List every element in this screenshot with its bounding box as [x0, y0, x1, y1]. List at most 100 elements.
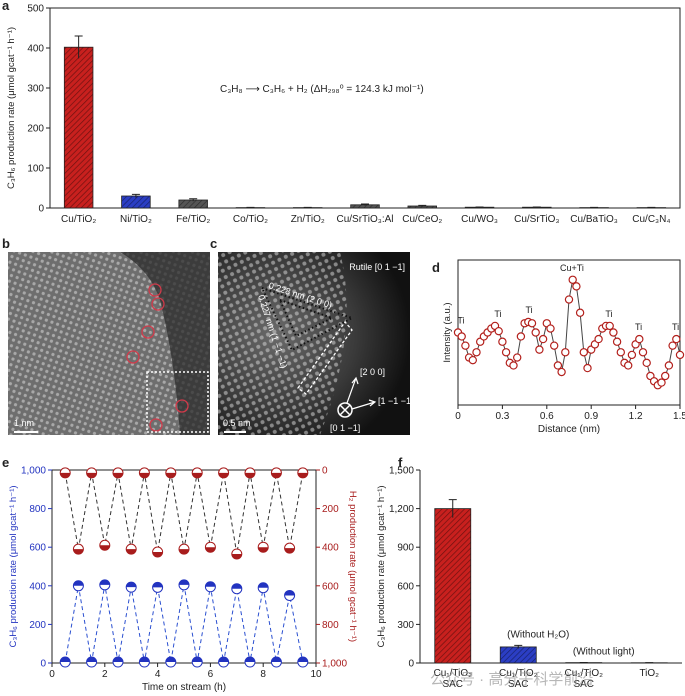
- marker: [152, 581, 164, 593]
- x-tick-label: Cu/CeO₂: [402, 214, 442, 225]
- x-tick-label: 4: [155, 669, 161, 680]
- marker-fill: [152, 582, 163, 588]
- marker: [553, 361, 563, 370]
- series-line: [64, 584, 304, 663]
- x-tick-label: Cu₁/TiO₂ SAC: [499, 668, 538, 690]
- marker-fill: [205, 581, 216, 587]
- y-tick-label: 100: [27, 164, 44, 175]
- marker: [178, 543, 190, 555]
- x-tick-label: 0: [455, 411, 461, 422]
- marker-fill: [218, 657, 229, 663]
- bar: [121, 195, 151, 209]
- chart-panel: a 0 100 200 300 400 500 C₃H₆ production rate (μ…: [2, 0, 681, 225]
- y-tick-label: 1,200: [389, 504, 414, 515]
- marker-fill: [113, 657, 123, 663]
- y-tick-label: 300: [397, 620, 414, 631]
- x-tick-label: 10: [310, 669, 322, 680]
- x-tick-label: Ni/TiO₂: [120, 214, 152, 225]
- marker: [575, 308, 585, 317]
- marker: [516, 332, 526, 341]
- marker: [178, 579, 190, 591]
- y-tick-label: 1,000: [21, 466, 46, 477]
- plot-frame: [49, 7, 681, 209]
- marker: [550, 341, 559, 350]
- zone-axis: Rutile [0 1 −1]: [349, 262, 405, 272]
- x-tick-label: Cu₁/TiO₂ SAC: [433, 668, 472, 690]
- marker: [297, 656, 309, 668]
- marker-fill: [126, 549, 137, 555]
- marker: [535, 345, 544, 354]
- marker: [657, 378, 666, 387]
- x-tick-label-line: Cu₁/TiO₂: [564, 668, 603, 679]
- x-tick-label: Cu/SrTiO₃: [514, 214, 559, 225]
- marker-fill: [245, 472, 255, 478]
- marker-fill: [99, 545, 110, 551]
- x-tick-label-line: TiO₂: [639, 668, 659, 679]
- x-tick-label: 0.3: [495, 411, 509, 422]
- marker-fill: [113, 472, 123, 478]
- x-tick-label-line: SAC: [508, 679, 529, 690]
- y-axis-title: Intensity (a.u.): [442, 302, 453, 362]
- y-tick-label: 600: [29, 543, 46, 554]
- marker-fill: [139, 657, 150, 663]
- x-tick-label: 8: [260, 669, 266, 680]
- x-tick-label: Cu₁/TiO₂ SAC: [564, 668, 603, 690]
- marker: [112, 467, 124, 479]
- marker-fill: [245, 657, 255, 663]
- x-tick-label-line: Cu₁/TiO₂: [433, 668, 472, 679]
- atom-circles: [126, 283, 189, 432]
- marker: [594, 334, 603, 344]
- x-tick-label: 0: [49, 669, 55, 680]
- marker-fill: [192, 472, 203, 478]
- marker-fill: [258, 582, 269, 588]
- marker: [605, 321, 614, 331]
- marker: [284, 542, 296, 554]
- marker: [664, 361, 674, 370]
- direction: [1 −1 −1]: [378, 396, 414, 406]
- marker: [191, 467, 203, 479]
- marker: [672, 334, 681, 344]
- marker: [638, 348, 648, 357]
- y-tick-label: 400: [29, 581, 46, 592]
- marker-fill: [297, 472, 308, 478]
- marker: [572, 282, 581, 291]
- annotation: Ti: [672, 322, 679, 332]
- bar-label: (Without light): [573, 646, 635, 657]
- marker: [297, 467, 309, 479]
- y-axis-title: C₃H₆ production rate (μmol gcat⁻¹ h⁻¹): [8, 485, 19, 647]
- x-tick-label: Cu/C₃N₄: [632, 214, 670, 225]
- marker-fill: [297, 657, 308, 663]
- arrow: [346, 376, 359, 404]
- marker-fill: [179, 579, 189, 585]
- watermark: 公众号 · 高分子科学前沿: [430, 671, 593, 688]
- x-tick-label: Co/TiO₂: [233, 214, 268, 225]
- strip: [297, 320, 353, 395]
- marker: [244, 467, 256, 479]
- y2-tick-label: 200: [322, 504, 339, 515]
- x-tick-label-line: SAC: [573, 679, 594, 690]
- marker: [112, 656, 124, 668]
- marker-fill: [179, 549, 189, 555]
- marker: [616, 348, 626, 357]
- x-tick-label-line: SAC: [442, 679, 463, 690]
- marker: [457, 332, 466, 341]
- error-bar: [361, 203, 369, 206]
- y2-tick-label: 800: [322, 620, 339, 631]
- marker-fill: [258, 547, 269, 553]
- marker: [125, 581, 137, 593]
- marker: [125, 543, 137, 555]
- marker: [513, 353, 522, 362]
- axis-symbol: [337, 402, 353, 418]
- x-tick-label: 0.6: [540, 411, 554, 422]
- marker-fill: [86, 472, 97, 478]
- marker: [609, 328, 618, 337]
- x-tick-label: Cu/TiO₂: [61, 214, 96, 225]
- y-tick-label: 900: [397, 543, 414, 554]
- marker: [244, 656, 256, 668]
- y-tick-label: 200: [29, 620, 46, 631]
- marker: [642, 358, 651, 368]
- annotation: Ti: [605, 309, 612, 319]
- x-tick-label: 1.5: [673, 411, 685, 422]
- marker-fill: [271, 657, 282, 663]
